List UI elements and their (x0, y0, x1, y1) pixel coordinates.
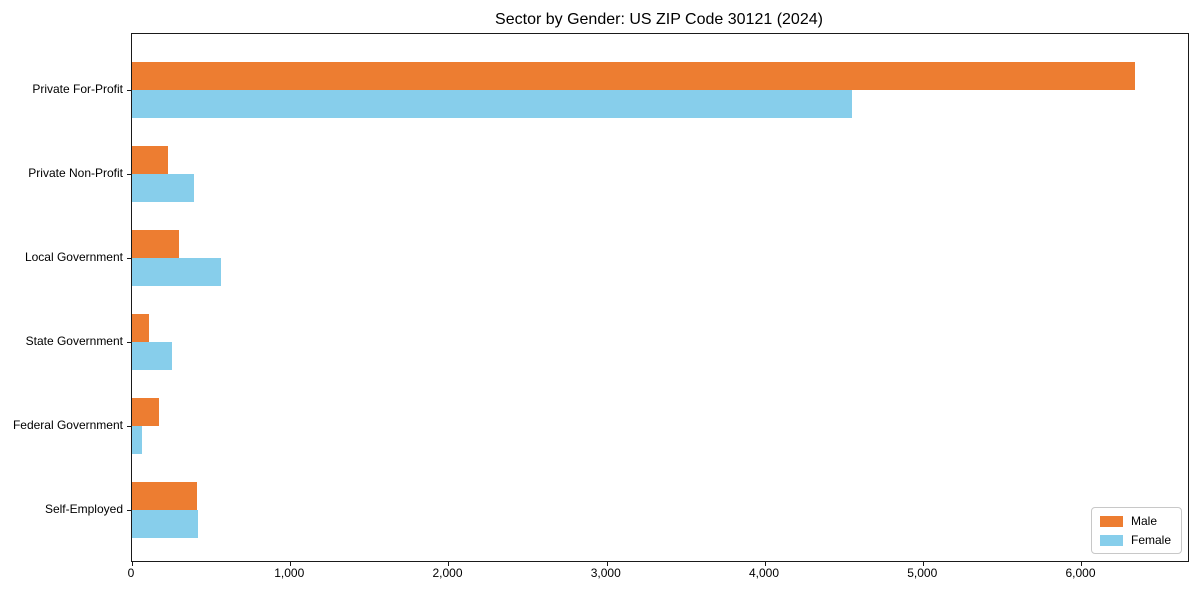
category-label-private-non-profit: Private Non-Profit (28, 166, 123, 180)
legend-swatch-female (1099, 534, 1123, 546)
bar-male-self-employed (132, 482, 197, 510)
x-tick-mark (290, 562, 291, 566)
x-tick-label-6000: 6,000 (1065, 566, 1096, 580)
x-tick-mark (1081, 562, 1082, 566)
x-tick-mark (132, 562, 133, 566)
category-label-federal-government: Federal Government (12, 418, 123, 432)
bar-male-state-government (132, 314, 149, 342)
x-tick-mark (448, 562, 449, 566)
category-label-local-government: Local Government (24, 250, 123, 264)
x-tick-mark (923, 562, 924, 566)
x-tick-mark (607, 562, 608, 566)
legend-item-male: Male (1099, 514, 1171, 528)
y-tick-mark (127, 426, 132, 427)
x-tick-label-0: 0 (127, 566, 135, 580)
bar-male-private-non-profit (132, 146, 168, 174)
plot-area: Male Female (127, 33, 1189, 566)
x-tick-mark (765, 562, 766, 566)
x-tick-label-5000: 5,000 (907, 566, 938, 580)
legend: Male Female (1090, 507, 1182, 554)
x-tick-label-3000: 3,000 (590, 566, 621, 580)
bar-male-local-government (132, 230, 179, 258)
bar-female-state-government (132, 342, 172, 370)
y-tick-mark (127, 510, 132, 511)
y-tick-mark (127, 342, 132, 343)
y-tick-mark (127, 90, 132, 91)
x-tick-label-2000: 2,000 (432, 566, 463, 580)
bar-male-private-for-profit (132, 62, 1135, 90)
x-tick-label-1000: 1,000 (274, 566, 305, 580)
category-label-private-for-profit: Private For-Profit (32, 82, 123, 96)
bar-male-federal-government (132, 398, 159, 426)
y-tick-mark (127, 174, 132, 175)
y-tick-mark (127, 258, 132, 259)
category-label-self-employed: Self-Employed (44, 502, 123, 516)
legend-swatch-male (1099, 515, 1123, 527)
bar-female-private-for-profit (132, 90, 852, 118)
category-label-state-government: State Government (25, 334, 123, 348)
bar-female-private-non-profit (132, 174, 194, 202)
bar-female-local-government (132, 258, 221, 286)
chart-title: Sector by Gender: US ZIP Code 30121 (202… (495, 11, 823, 28)
legend-label-male: Male (1130, 514, 1157, 528)
legend-label-female: Female (1130, 533, 1171, 547)
x-tick-label-4000: 4,000 (748, 566, 779, 580)
legend-item-female: Female (1099, 533, 1171, 547)
bar-female-self-employed (132, 510, 198, 538)
bar-female-federal-government (132, 426, 142, 454)
